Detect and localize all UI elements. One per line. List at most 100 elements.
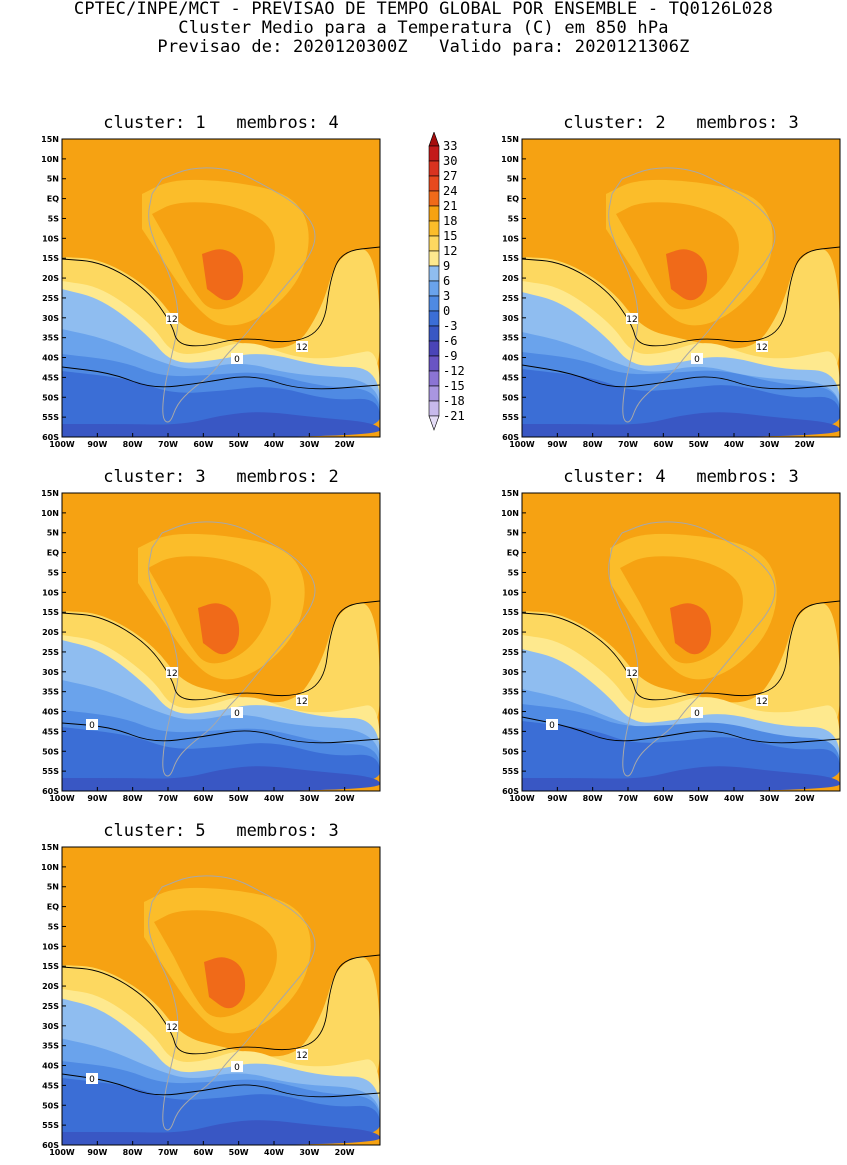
lon-tick-label: 50W (229, 440, 249, 449)
lat-tick-label: 15N (41, 135, 59, 144)
lat-tick-label: 15S (502, 608, 519, 617)
colorbar-swatch (428, 400, 440, 417)
contour-label-0: 0 (234, 709, 240, 719)
panel-title: cluster: 3 membros: 2 (103, 467, 339, 487)
contour-0 (62, 366, 380, 390)
warm-core (198, 603, 240, 655)
colorbar-swatch (428, 310, 440, 327)
lon-tick-label: 70W (618, 794, 638, 803)
lat-tick-label: 25S (42, 1002, 59, 1011)
colorbar-swatch (428, 205, 440, 222)
colorbar-label: 6 (443, 274, 450, 288)
lat-tick-label: 10S (502, 588, 519, 597)
lat-tick-label: 15N (501, 489, 519, 498)
contour-label-12-second: 12 (756, 343, 767, 353)
lat-tick-label: 60S (502, 433, 519, 442)
colorbar-label: -15 (443, 379, 465, 393)
lat-tick-label: 10S (502, 234, 519, 243)
lon-tick-label: 60W (193, 794, 213, 803)
map-panel-2: 12 12 0 15N 10N 5N EQ 5S 10S 15S 20S 25S 30S 35S 40S 45… (501, 135, 841, 449)
lat-tick-label: 5S (508, 214, 520, 223)
lat-tick-label: 10N (501, 155, 519, 164)
lat-tick-label: 10N (41, 509, 59, 518)
colorbar-swatch (428, 145, 440, 162)
map-frame (521, 492, 841, 792)
lon-tick-label: 50W (229, 794, 249, 803)
lon-tick-label: 30W (299, 440, 319, 449)
lon-tick-label: 40W (264, 794, 284, 803)
lat-tick-label: 25S (502, 648, 519, 657)
contour-label-0-second: 0 (89, 1075, 95, 1085)
warm-core (202, 249, 244, 301)
lat-tick-label: 45S (42, 1081, 59, 1090)
lon-tick-label: 20W (335, 440, 355, 449)
colorbar-label: 27 (443, 169, 457, 183)
lat-tick-label: EQ (507, 195, 519, 204)
lon-tick-label: 20W (795, 440, 815, 449)
header-subtitle: Cluster Medio para a Temperatura (C) em … (178, 18, 669, 38)
contour-label-0: 0 (234, 1063, 240, 1073)
panel-title: cluster: 5 membros: 3 (103, 821, 339, 841)
lon-tick-label: 100W (509, 794, 535, 803)
map-panel-5: 12 12 0 0 15N 10N 5N EQ 5S 10S 15S 20S 25S 30S 35S 40S 4… (41, 843, 381, 1157)
lon-tick-label: 70W (158, 440, 178, 449)
contour-label-12: 12 (166, 1023, 177, 1033)
lat-tick-label: 55S (42, 1121, 59, 1130)
warm-core (670, 603, 712, 655)
lon-tick-label: 80W (123, 794, 143, 803)
lat-tick-label: 55S (42, 413, 59, 422)
colorbar-label: 30 (443, 154, 457, 168)
temperature-band (62, 1120, 380, 1145)
lat-tick-label: 45S (502, 727, 519, 736)
colorbar-label: 21 (443, 199, 457, 213)
temperature-band (62, 412, 380, 437)
lat-tick-label: 10N (501, 509, 519, 518)
contour-label-0: 0 (694, 355, 700, 365)
colorbar-label: 24 (443, 184, 457, 198)
colorbar-swatch (428, 265, 440, 282)
lon-tick-label: 50W (229, 1148, 249, 1157)
lat-tick-label: 20S (42, 982, 59, 991)
lon-tick-label: 50W (689, 440, 709, 449)
contour-12 (62, 954, 380, 1055)
colorbar-label: 15 (443, 229, 457, 243)
lat-tick-label: 10N (41, 155, 59, 164)
colorbar-label: -18 (443, 394, 465, 408)
lat-tick-label: 40S (502, 354, 519, 363)
lat-tick-label: 60S (502, 787, 519, 796)
lat-tick-label: 30S (502, 314, 519, 323)
lon-tick-label: 40W (264, 440, 284, 449)
lat-tick-label: 50S (42, 747, 59, 756)
lat-tick-label: 40S (42, 354, 59, 363)
map-panel-3: 12 12 0 0 15N 10N 5N EQ 5S 10S 15S 20S 25S 30S 35S 40S 4… (41, 489, 381, 803)
lat-tick-label: 20S (42, 628, 59, 637)
lat-tick-label: 60S (42, 1141, 59, 1150)
colorbar-label: 18 (443, 214, 457, 228)
lon-tick-label: 70W (158, 1148, 178, 1157)
contour-label-12: 12 (166, 315, 177, 325)
map-frame (521, 138, 841, 438)
lat-tick-label: 10S (42, 234, 59, 243)
lat-tick-label: 55S (502, 767, 519, 776)
lat-tick-label: 30S (42, 668, 59, 677)
lat-tick-label: 5N (507, 175, 519, 184)
lon-tick-label: 30W (299, 794, 319, 803)
colorbar-swatch (428, 280, 440, 297)
contour-label-12: 12 (626, 669, 637, 679)
lat-tick-label: 5S (48, 214, 60, 223)
lon-tick-label: 20W (795, 794, 815, 803)
contour-label-0-second: 0 (549, 721, 555, 731)
contour-12 (62, 600, 380, 701)
map-frame (61, 846, 381, 1146)
contour-label-12: 12 (166, 669, 177, 679)
lon-tick-label: 100W (49, 794, 75, 803)
lat-tick-label: 5S (48, 568, 60, 577)
colorbar-label: -3 (443, 319, 457, 333)
lon-tick-label: 60W (193, 1148, 213, 1157)
lon-tick-label: 80W (123, 1148, 143, 1157)
lon-tick-label: 90W (87, 794, 107, 803)
colorbar-label: 3 (443, 289, 450, 303)
colorbar-swatch (428, 355, 440, 372)
lon-tick-label: 80W (583, 440, 603, 449)
